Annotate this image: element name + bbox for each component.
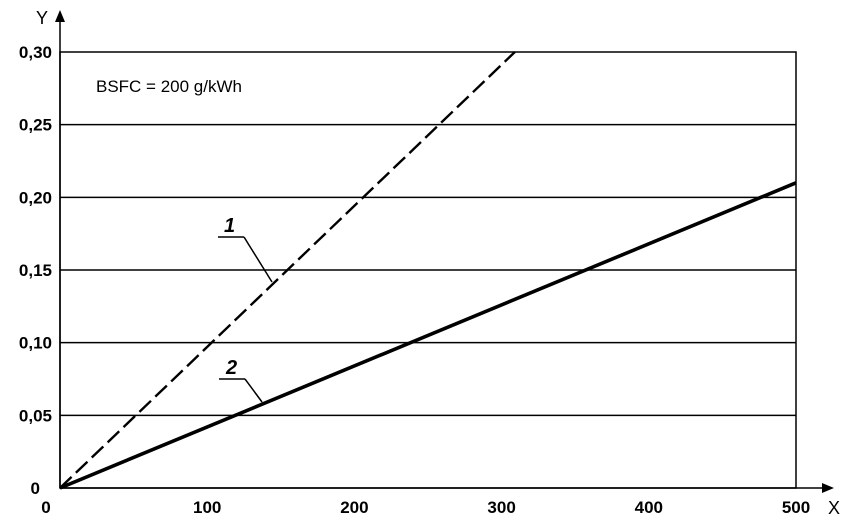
series-1-callout-leader [243,236,273,283]
annotation-bsfc: BSFC = 200 g/kWh [96,77,242,96]
x-tick-label: 100 [193,498,221,517]
series-lines [59,51,797,490]
y-tick-label: 0,30 [19,43,52,62]
x-axis-label: X [828,498,840,518]
y-tick-labels: 0 0,05 0,10 0,15 0,20 0,25 0,30 [19,43,52,498]
x-tick-label: 200 [340,498,368,517]
series-2-callout: 2 [225,357,237,379]
x-tick-label: 300 [487,498,515,517]
series-2-line [59,181,797,490]
grid [60,123,796,417]
y-tick-label: 0 [31,479,40,498]
origin-label: 0 [41,498,50,517]
y-axis-label: Y [36,8,48,28]
y-tick-label: 0,10 [19,334,52,353]
series-1-line [59,51,516,489]
series-2-callout-leader [244,378,263,403]
y-axis-arrow-icon [55,10,65,22]
x-tick-label: 400 [635,498,663,517]
y-tick-label: 0,15 [19,261,52,280]
series-1-callout: 1 [224,215,235,237]
x-axis-arrow-icon [822,483,834,493]
x-tick-labels: 100 200 300 400 500 0 [41,498,810,517]
x-tick-label: 500 [782,498,810,517]
y-tick-label: 0,20 [19,188,52,207]
y-tick-label: 0,25 [19,116,52,135]
y-tick-label: 0,05 [19,406,52,425]
